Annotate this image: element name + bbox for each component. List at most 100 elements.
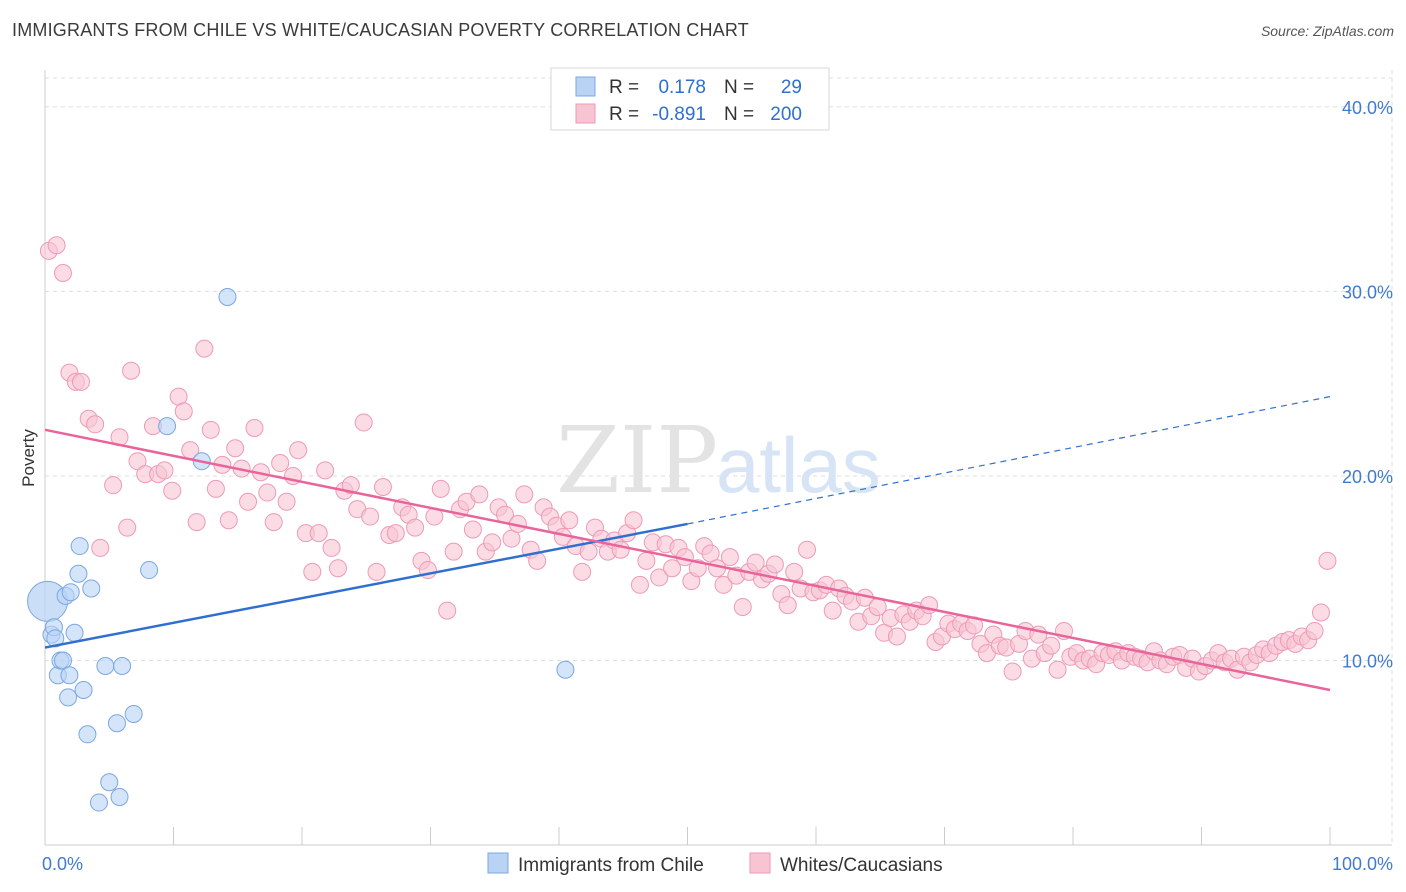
legend-r-value-blue: 0.178 xyxy=(658,77,706,98)
y-tick-label-1: 20.0% xyxy=(1342,467,1393,487)
point-white-62 xyxy=(444,542,463,561)
legend-swatch-blue xyxy=(575,76,596,97)
point-white-121 xyxy=(823,601,842,620)
point-white-2 xyxy=(53,263,72,282)
legend-r-label-blue: R = xyxy=(609,77,639,98)
point-white-38 xyxy=(289,441,308,460)
point-white-40 xyxy=(303,562,322,581)
correlation-legend: R = 0.178 N = 29 R = -0.891 N = 200 xyxy=(550,67,830,131)
trend-line-whites xyxy=(44,428,1331,692)
point-chile-19 xyxy=(100,773,119,792)
point-white-56 xyxy=(406,518,425,537)
x-tick-label-0: 0.0% xyxy=(42,854,83,874)
point-white-109 xyxy=(746,553,765,572)
point-white-44 xyxy=(328,559,347,578)
point-chile-11 xyxy=(65,623,84,642)
point-white-115 xyxy=(785,562,804,581)
point-white-83 xyxy=(579,542,598,561)
point-white-5 xyxy=(71,372,90,391)
point-white-22 xyxy=(187,513,206,532)
point-white-80 xyxy=(560,511,579,530)
chart-title: IMMIGRANTS FROM CHILE VS WHITE/CAUCASIAN… xyxy=(12,20,749,40)
point-white-31 xyxy=(245,418,264,437)
point-chile-14 xyxy=(74,681,93,699)
legend-n-value-pink: 200 xyxy=(770,104,802,125)
point-white-107 xyxy=(733,597,752,616)
point-white-60 xyxy=(431,479,450,498)
point-white-30 xyxy=(239,492,258,511)
point-white-12 xyxy=(122,361,141,380)
y-axis-title: Poverty xyxy=(19,429,38,487)
point-white-28 xyxy=(226,439,245,458)
point-chile-20 xyxy=(107,714,126,733)
point-white-92 xyxy=(637,551,656,570)
point-white-17 xyxy=(155,461,174,480)
watermark: ZIP atlas xyxy=(556,407,881,514)
series-legend: Immigrants from Chile Whites/Caucasians xyxy=(487,852,943,876)
point-chile-25 xyxy=(158,417,177,436)
point-white-1 xyxy=(47,236,66,255)
point-white-34 xyxy=(264,513,283,532)
y-tick-label-3: 40.0% xyxy=(1342,98,1393,118)
point-white-96 xyxy=(663,559,682,578)
point-chile-15 xyxy=(78,725,97,744)
point-white-105 xyxy=(720,548,739,567)
series-legend-swatch-chile xyxy=(487,852,509,874)
point-chile-23 xyxy=(124,704,143,723)
legend-n-label-blue: N = xyxy=(724,77,754,98)
point-white-24 xyxy=(201,420,220,439)
point-white-49 xyxy=(361,507,380,526)
watermark-atlas: atlas xyxy=(716,421,881,509)
point-white-91 xyxy=(630,575,649,594)
point-white-42 xyxy=(316,461,335,480)
point-white-155 xyxy=(1042,636,1061,655)
point-white-46 xyxy=(341,476,360,495)
point-white-61 xyxy=(438,601,457,620)
point-white-196 xyxy=(1305,621,1324,640)
point-white-114 xyxy=(778,596,797,615)
y-tick-label-2: 30.0% xyxy=(1342,282,1393,302)
point-chile-9 xyxy=(60,666,79,685)
point-white-18 xyxy=(163,481,182,500)
legend-r-label-pink: R = xyxy=(609,104,639,125)
point-white-23 xyxy=(195,339,214,358)
series-legend-label-chile: Immigrants from Chile xyxy=(518,855,704,876)
point-chile-21 xyxy=(110,788,129,807)
chart-source: Source: ZipAtlas.com xyxy=(1260,23,1394,39)
point-white-8 xyxy=(91,538,110,557)
point-white-33 xyxy=(258,483,277,502)
trend-line-chile xyxy=(44,522,688,649)
point-white-68 xyxy=(483,533,502,552)
legend-n-value-blue: 29 xyxy=(781,77,802,98)
point-white-156 xyxy=(1048,660,1067,679)
legend-r-value-pink: -0.891 xyxy=(652,104,706,125)
point-chile-24 xyxy=(140,561,159,580)
trend-lines xyxy=(44,396,1331,692)
point-white-20 xyxy=(174,402,193,421)
point-chile-22 xyxy=(113,657,132,676)
point-white-53 xyxy=(386,524,405,543)
point-white-41 xyxy=(309,524,328,543)
point-white-50 xyxy=(367,562,386,581)
point-white-104 xyxy=(714,575,733,594)
point-white-94 xyxy=(650,568,669,587)
x-tick-labels: 0.0% 100.0% xyxy=(42,854,1393,874)
axes xyxy=(44,70,1392,846)
point-white-25 xyxy=(206,479,225,498)
point-chile-8 xyxy=(59,688,78,707)
point-chile-10 xyxy=(61,583,80,602)
point-white-90 xyxy=(624,511,643,530)
point-white-35 xyxy=(271,454,290,473)
legend-swatch-pink xyxy=(575,103,596,124)
point-white-7 xyxy=(86,415,105,434)
point-chile-17 xyxy=(89,793,108,812)
x-tick-label-1: 100.0% xyxy=(1332,854,1393,874)
series-legend-swatch-whites xyxy=(749,852,771,874)
point-chile-27 xyxy=(218,287,237,306)
point-white-131 xyxy=(887,627,906,646)
point-white-48 xyxy=(354,413,373,432)
watermark-zip: ZIP xyxy=(556,407,718,514)
data-points xyxy=(27,236,1337,812)
point-white-43 xyxy=(322,538,341,557)
point-white-82 xyxy=(573,562,592,581)
